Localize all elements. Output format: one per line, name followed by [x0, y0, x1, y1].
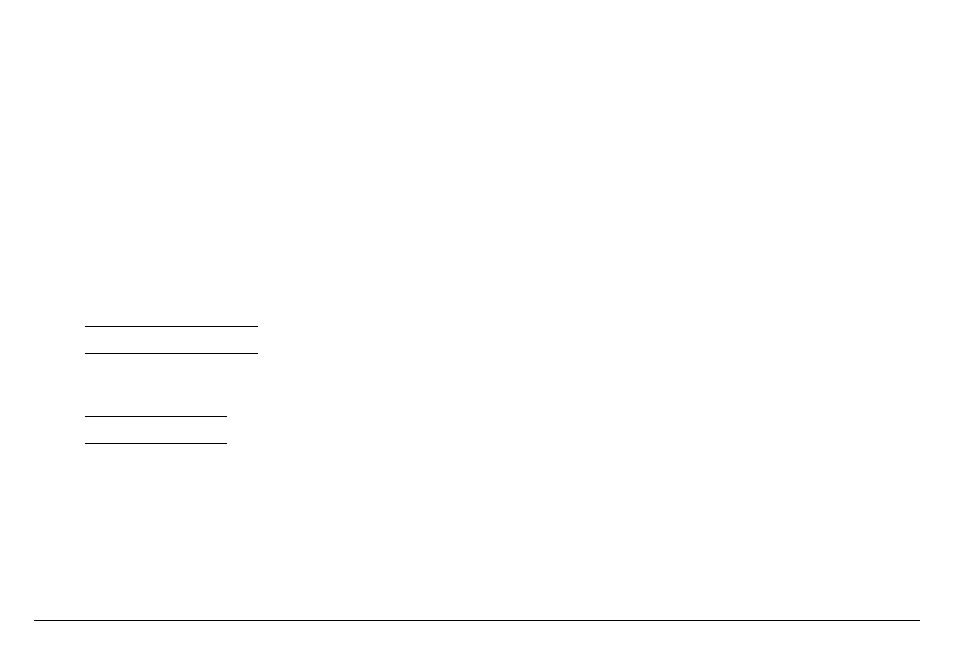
footer-rule: [34, 620, 920, 621]
rule-line-2: [85, 353, 258, 354]
rule-line-1: [85, 326, 258, 327]
rule-line-3: [85, 416, 227, 417]
rule-line-4: [85, 443, 227, 444]
